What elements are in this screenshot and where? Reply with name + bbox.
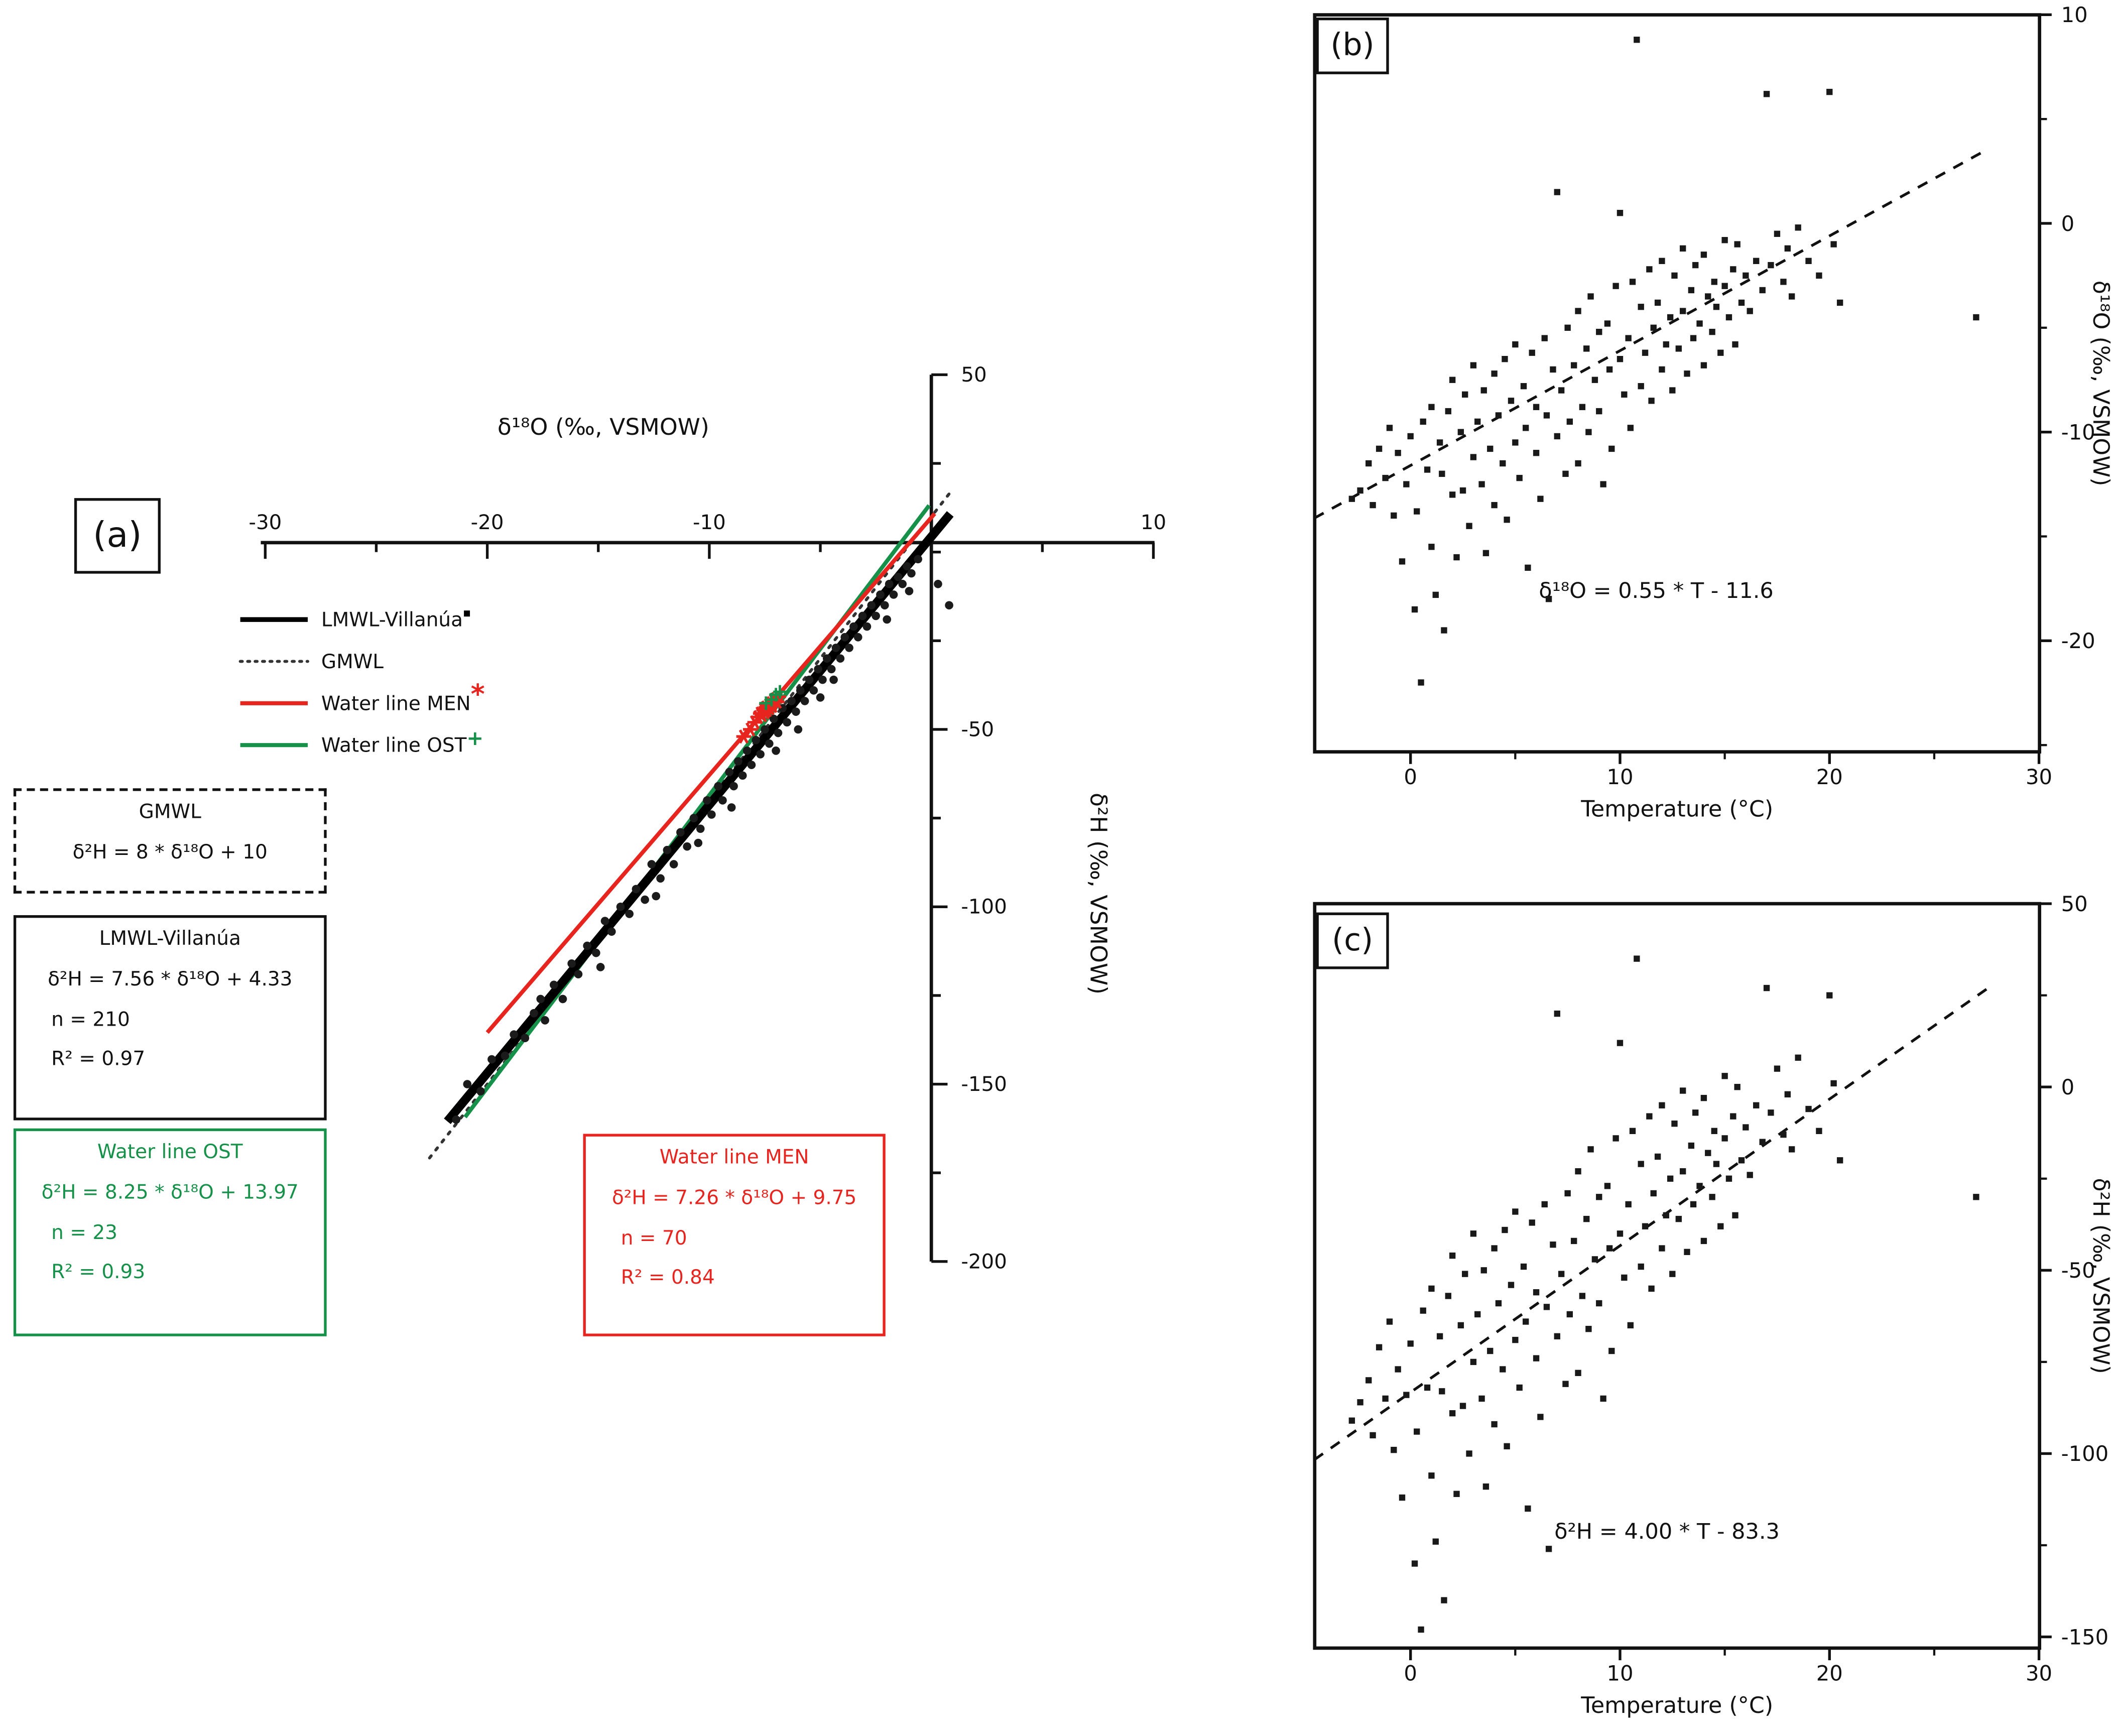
panel-b-label-text: (b): [1330, 28, 1375, 64]
y-axis: 50 -50 -100 -150 -200 δ²H (‰, VSMOW): [929, 363, 1111, 1273]
lmwl-box-title: LMWL-Villanúa: [99, 928, 241, 950]
panel-c-plot: 0 10 20 30 Temperature (°C) 50 0 -50 -100 -150 δ²H…: [1313, 892, 2111, 1718]
panel-c-chart: 0 10 20 30 Temperature (°C) 50 0 -50 -100 -150 δ²H…: [1313, 892, 2111, 1718]
x-axis: -30 -20 -10 10 δ¹⁸O (‰, VSMOW): [249, 414, 1166, 559]
y-tick-label: 0: [2061, 1075, 2075, 1099]
y-tick-label: -50: [961, 717, 994, 741]
men-box-title: Water line MEN: [659, 1147, 809, 1169]
x-tick-label: -30: [249, 511, 282, 534]
panel-c-label: (c): [1316, 912, 1389, 969]
panel-a-label: (a): [74, 498, 161, 574]
series-OST-samples: [759, 685, 787, 710]
line-Water-line-OST: [463, 504, 931, 1119]
line-Water-line-MEN: [485, 512, 936, 1034]
y-tick-label: -100: [2061, 1441, 2109, 1466]
x-tick-label: 10: [1141, 511, 1166, 534]
x-tick-label: 30: [2026, 765, 2052, 789]
ost-box-n: n = 23: [51, 1222, 117, 1245]
x-axis-title: δ¹⁸O (‰, VSMOW): [498, 414, 709, 440]
lmwl-box-n: n = 210: [51, 1010, 130, 1032]
series-precipitation-samples: [452, 555, 953, 1124]
equation-label: δ¹⁸O = 0.55 * T - 11.6: [1539, 578, 1773, 603]
y-tick-label: 10: [2061, 3, 2088, 27]
equation-label: δ²H = 4.00 * T - 83.3: [1554, 1519, 1780, 1544]
x-tick-label: 20: [1816, 765, 1843, 789]
y-tick-label: -20: [2061, 629, 2095, 653]
ost-equation-box: Water line OST δ²H = 8.25 * δ¹⁸O + 13.97…: [13, 1128, 327, 1336]
x-tick-label: 10: [1606, 765, 1633, 789]
y-tick-label: 50: [2061, 892, 2088, 916]
x-tick-label: 10: [1606, 1661, 1633, 1685]
legend-label: Water line OST+: [321, 726, 483, 757]
ost-box-r2: R² = 0.93: [51, 1261, 146, 1283]
panel-a-label-text: (a): [93, 516, 142, 556]
y-tick-label: -150: [961, 1072, 1007, 1096]
ost-box-title: Water line OST: [97, 1142, 243, 1164]
y-axis-title: δ²H (‰, VSMOW): [2088, 1178, 2111, 1374]
legend-label: LMWL-Villanúa▪: [321, 606, 471, 632]
y-tick-label: -100: [961, 895, 1007, 919]
y-tick-label: -50: [2061, 1258, 2095, 1283]
plot-frame: [1313, 13, 2041, 754]
x-axis-title: Temperature (°C): [1580, 1693, 1773, 1718]
gmwl-box-equation: δ²H = 8 * δ¹⁸O + 10: [72, 841, 268, 863]
panel-c-label-text: (c): [1331, 923, 1374, 958]
trend-line: [1313, 147, 1990, 520]
y-tick-label: -200: [961, 1250, 1007, 1273]
x-tick-label: -10: [693, 511, 726, 534]
trend-line: [1313, 986, 1990, 1461]
x-tick-label: 30: [2026, 1661, 2052, 1685]
x-tick-label: 0: [1404, 765, 1417, 789]
gmwl-equation-box: GMWL δ²H = 8 * δ¹⁸O + 10: [13, 788, 327, 894]
y-axis-title: δ²H (‰, VSMOW): [1085, 793, 1111, 995]
y-tick-label: -150: [2061, 1625, 2109, 1649]
ost-box-equation: δ²H = 8.25 * δ¹⁸O + 13.97: [41, 1181, 299, 1203]
scatter-points: [1348, 955, 1979, 1633]
lmwl-box-equation: δ²H = 7.56 * δ¹⁸O + 4.33: [48, 968, 293, 990]
x-axis: 0 10 20 30 Temperature (°C): [1404, 1648, 2052, 1718]
panel-b-chart: 0 10 20 30 Temperature (°C) 10 0 -10 -20 δ¹⁸O (‰,…: [1313, 3, 2111, 822]
men-box-equation: δ²H = 7.26 * δ¹⁸O + 9.75: [611, 1187, 857, 1209]
lmwl-box-r2: R² = 0.97: [51, 1048, 146, 1070]
y-axis-title: δ¹⁸O (‰, VSMOW): [2088, 281, 2111, 486]
lmwl-equation-box: LMWL-Villanúa δ²H = 7.56 * δ¹⁸O + 4.33 n…: [13, 915, 327, 1121]
x-axis: 0 10 20 30 Temperature (°C): [1404, 752, 2052, 822]
panel-b-label: (b): [1316, 17, 1389, 74]
gmwl-box-title: GMWL: [139, 802, 201, 824]
y-axis: 10 0 -10 -20 δ¹⁸O (‰, VSMOW): [2039, 3, 2111, 747]
men-equation-box: Water line MEN δ²H = 7.26 * δ¹⁸O + 9.75 …: [583, 1134, 886, 1336]
legend-label: Water line MEN*: [321, 678, 485, 715]
y-tick-label: 50: [961, 363, 986, 387]
y-tick-label: -10: [2061, 420, 2095, 444]
panel-b-plot: 0 10 20 30 Temperature (°C) 10 0 -10 -20 δ¹⁸O (‰,…: [1313, 3, 2111, 822]
legend-label: GMWL: [321, 651, 384, 673]
x-tick-label: 20: [1816, 1661, 1843, 1685]
x-tick-label: 0: [1404, 1661, 1417, 1685]
x-tick-label: -20: [471, 511, 504, 534]
men-box-n: n = 70: [620, 1228, 687, 1250]
scatter-points: [1348, 37, 1979, 686]
men-box-r2: R² = 0.84: [620, 1267, 715, 1289]
x-axis-title: Temperature (°C): [1580, 797, 1773, 822]
legend: LMWL-Villanúa▪ GMWL Water line MEN* Water l…: [238, 606, 485, 757]
y-tick-label: 0: [2061, 211, 2075, 236]
plot-frame: [1313, 902, 2041, 1650]
panel-a-chart: -30 -20 -10 10 δ¹⁸O (‰, VSMOW) 50 -50 -100 -150 -…: [238, 363, 1166, 1273]
y-axis: 50 0 -50 -100 -150 δ²H (‰, VSMOW): [2039, 892, 2111, 1649]
